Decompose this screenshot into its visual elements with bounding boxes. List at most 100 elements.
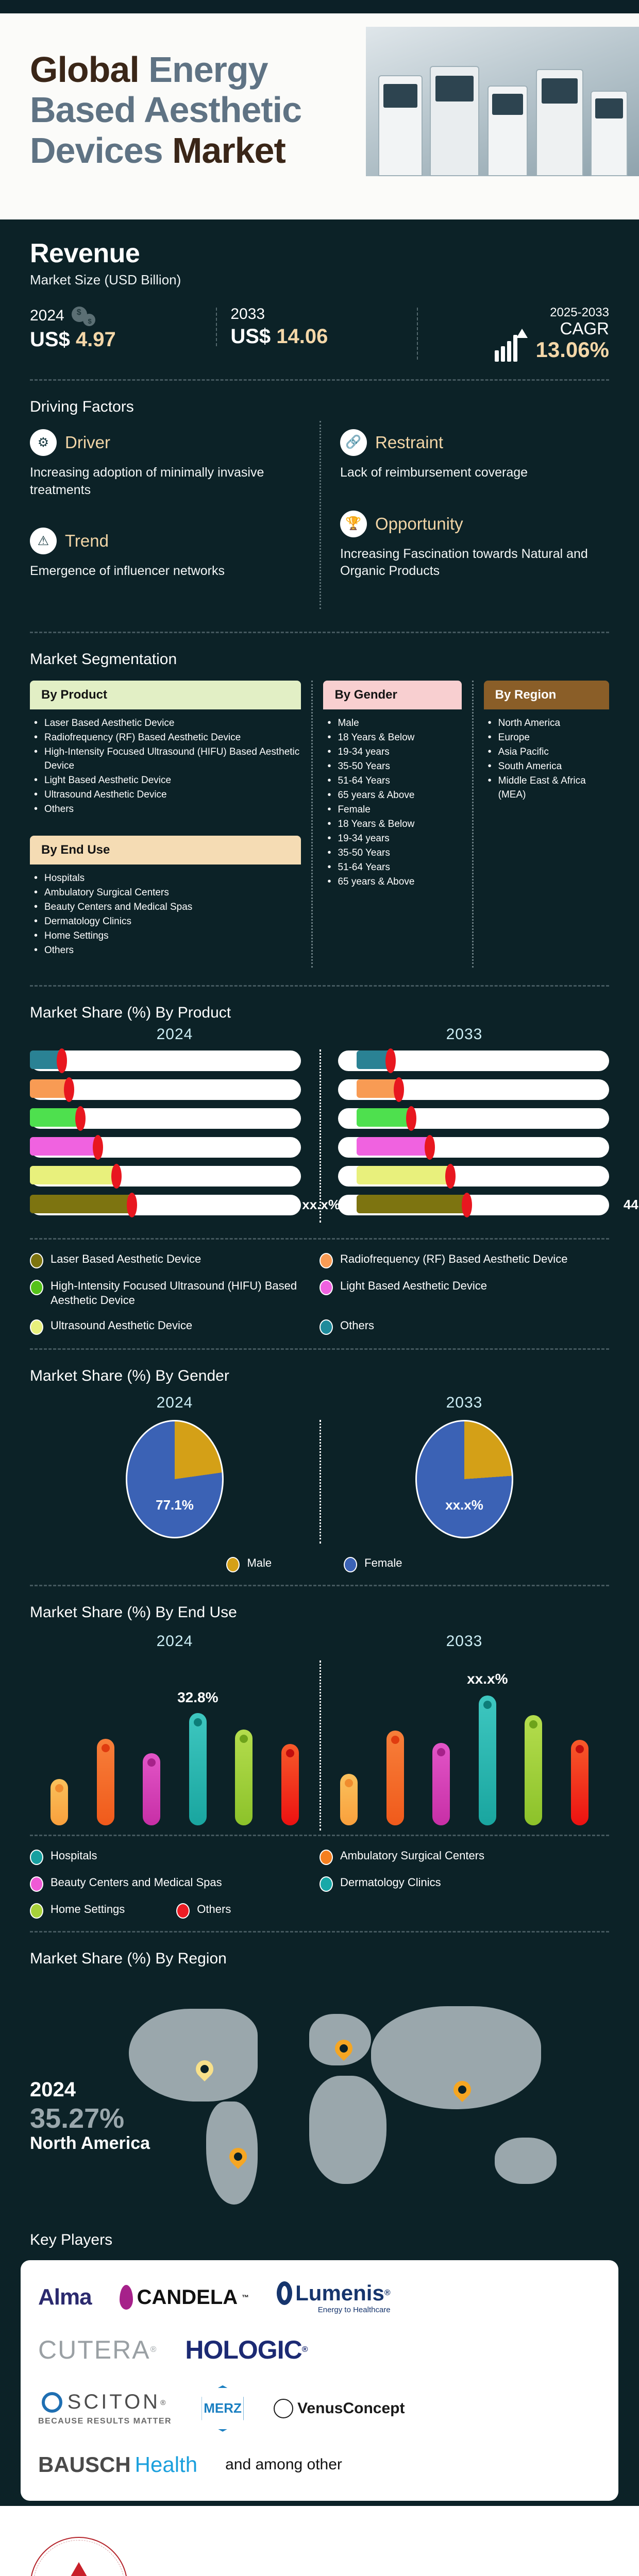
list-item: Hospitals	[30, 1849, 320, 1865]
legend-label: Female	[364, 1556, 402, 1569]
list-item: Laser Based Aesthetic Device	[33, 716, 301, 731]
factor-trend-title: Trend	[65, 531, 109, 551]
logo-sciton-tagline: BECAUSE RESULTS MATTER	[38, 2417, 172, 2426]
aesthetic-device-image-3	[487, 86, 528, 176]
revenue-metrics: 2024 $ $ US$ 4.97 2033 US$	[0, 288, 639, 362]
logo-bausch-health: BAUSCH Health	[38, 2452, 197, 2477]
key-players-title: Key Players	[30, 2231, 113, 2248]
list-item: Beauty Centers and Medical Spas	[33, 900, 301, 914]
key-players-row-2: CUTERA ® HOLOGIC ®	[38, 2335, 601, 2365]
enduse-columns-2033: xx.x%	[320, 1660, 609, 1831]
table-row	[386, 1730, 404, 1825]
legend-label: Male	[247, 1556, 272, 1569]
astute-analytica-logo: astute ANALYTICA	[30, 2536, 128, 2576]
factor-restraint: 🔗 Restraint Lack of reimbursement covera…	[340, 429, 609, 482]
list-item: Female	[344, 1556, 412, 1572]
enduse-legend: Hospitals Ambulatory Surgical Centers Be…	[0, 1836, 639, 1929]
list-item: Ultrasound Aesthetic Device	[33, 787, 301, 802]
table-row	[338, 1163, 609, 1189]
lumenis-mark-icon	[277, 2281, 293, 2305]
revenue-subheading: Market Size (USD Billion)	[30, 272, 181, 287]
enduse-value-2024: 32.8%	[177, 1689, 218, 1705]
divider-after-revenue	[30, 379, 609, 381]
segment-header-end-use: By End Use	[30, 835, 301, 865]
forecast-currency: US$	[230, 325, 271, 348]
segmentation-grid: By Product Laser Based Aesthetic Device …	[0, 668, 639, 968]
legend-swatch	[320, 1849, 333, 1865]
list-item: 51-64 Years	[326, 773, 461, 788]
key-players-row-4: BAUSCH Health and among other	[38, 2452, 601, 2477]
segment-header-region: By Region	[483, 681, 609, 710]
table-row: 32.8%	[177, 1689, 218, 1825]
product-year-2024: 2024	[156, 1025, 193, 1043]
segment-body-product: Laser Based Aesthetic Device Radiofreque…	[30, 709, 301, 826]
link-icon: 🔗	[340, 429, 367, 456]
gender-year-2033: 2033	[446, 1394, 483, 1411]
cagr-label: CAGR	[560, 319, 609, 338]
chart-title-end-use: Market Share (%) By End Use	[30, 1603, 237, 1621]
factor-driver: ⚙ Driver Increasing adoption of minimall…	[30, 429, 299, 499]
logo-merz: MERZ	[201, 2385, 244, 2432]
title-line-based-aesthetic: Based Aesthetic	[30, 90, 302, 130]
table-row	[525, 1715, 543, 1825]
product-legend: Laser Based Aesthetic Device Radiofreque…	[0, 1240, 639, 1345]
legend-label: Others	[340, 1318, 375, 1332]
list-item: Others	[33, 802, 301, 817]
legend-label: Ambulatory Surgical Centers	[340, 1849, 485, 1862]
segmentation-title: Market Segmentation	[30, 651, 177, 668]
legend-label: Radiofrequency (RF) Based Aesthetic Devi…	[340, 1252, 568, 1265]
segment-body-end-use: Hospitals Ambulatory Surgical Centers Be…	[30, 865, 301, 968]
legend-swatch	[320, 1319, 333, 1335]
enduse-columns-area: 32.8% xx.x%	[30, 1660, 609, 1831]
list-item: Middle East & Africa (MEA)	[487, 773, 609, 802]
divider-before-enduse-legend	[30, 1834, 609, 1836]
legend-swatch	[226, 1556, 240, 1572]
segment-divider-2	[472, 681, 474, 968]
base-value: US$ 4.97	[30, 328, 208, 351]
list-item: Radiofrequency (RF) Based Aesthetic Devi…	[33, 730, 301, 745]
driving-factors-title: Driving Factors	[30, 398, 134, 415]
list-item: Home Settings	[30, 1902, 135, 1919]
list-item: 35-50 Years	[326, 759, 461, 774]
hologic-reg: ®	[301, 2345, 308, 2354]
legend-swatch	[176, 1903, 190, 1919]
logo-health-text: Health	[134, 2452, 198, 2477]
sciton-mark-icon	[41, 2392, 62, 2413]
divider-before-product-legend	[30, 1238, 609, 1240]
growth-chart-icon	[494, 328, 528, 362]
legend-label: Others	[197, 1902, 231, 1916]
factors-vertical-divider	[320, 420, 321, 609]
legend-swatch	[320, 1252, 333, 1268]
forecast-year-label: 2033	[230, 306, 265, 323]
legend-label: High-Intensity Focused Ultrasound (HIFU)…	[51, 1279, 297, 1307]
table-row	[30, 1134, 301, 1160]
segment-gender: By Gender Male 18 Years & Below 19-34 ye…	[323, 681, 462, 899]
legend-swatch	[320, 1876, 333, 1892]
base-year-label: 2024	[30, 307, 64, 324]
key-players-card: Alma CANDELA ™ Lumenis ® Energy to Healt…	[21, 2260, 618, 2501]
chart-title-product: Market Share (%) By Product	[30, 1004, 231, 1021]
list-item: Radiofrequency (RF) Based Aesthetic Devi…	[320, 1252, 609, 1268]
gender-pie-2033-wrap: xx.x%	[320, 1419, 609, 1538]
metric-cagr: 2025-2033 CAGR 13.06%	[409, 306, 609, 362]
table-row	[30, 1106, 301, 1131]
title-word-energy: Energy	[148, 49, 268, 90]
logo-triangle-icon	[54, 2562, 104, 2576]
factor-opportunity-title: Opportunity	[375, 514, 463, 533]
sciton-reg: ®	[160, 2398, 169, 2406]
cagr-range: 2025-2033	[550, 306, 609, 319]
legend-swatch	[344, 1556, 358, 1572]
segment-region: By Region North America Europe Asia Paci…	[483, 681, 609, 812]
enduse-panel-divider	[320, 1660, 321, 1831]
gears-icon: ⚙	[30, 429, 57, 456]
chart-product: 2024 2033 xx.x%	[0, 1026, 639, 1223]
segment-body-region: North America Europe Asia Pacific South …	[484, 709, 609, 812]
product-value-2024: xx.x%	[302, 1197, 340, 1213]
list-item: 51-64 Years	[326, 860, 461, 875]
factor-restraint-text: Lack of reimbursement coverage	[340, 465, 528, 480]
metric-forecast-year: 2033 US$ 14.06	[208, 306, 408, 348]
product-bars-area: xx.x% 44.39%	[30, 1048, 639, 1223]
forecast-value: US$ 14.06	[230, 325, 408, 348]
list-item: 65 years & Above	[326, 874, 461, 889]
legend-swatch	[30, 1849, 43, 1865]
